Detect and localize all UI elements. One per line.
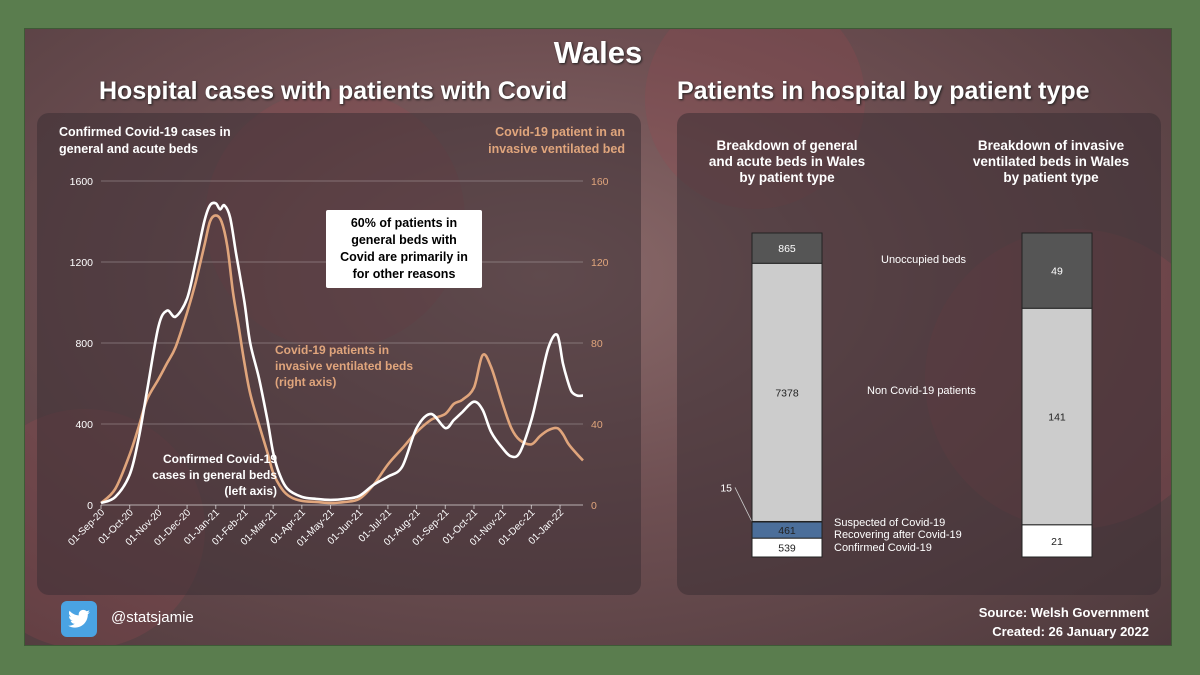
bar-data-label: 141 <box>1048 411 1066 423</box>
bar-segment <box>751 232 823 264</box>
bar-data-label: 21 <box>1051 536 1063 548</box>
line-chart: Confirmed Covid-19 cases in general and … <box>59 125 625 549</box>
y-right-tick-label: 40 <box>591 419 603 431</box>
bar-chart-panel: Breakdown of general and acute beds in W… <box>677 113 1161 595</box>
vent-series-label: Covid-19 patients in <box>275 343 389 357</box>
bar-data-label: 865 <box>778 243 796 255</box>
general-series-label: cases in general beds <box>152 468 277 482</box>
page-title: Wales <box>553 35 643 70</box>
legend-noncovid: Non Covid-19 patients <box>867 385 976 397</box>
bar-segment <box>1021 307 1093 526</box>
legend-unoccupied: Unoccupied beds <box>881 254 967 266</box>
y-left-tick-label: 400 <box>75 419 93 431</box>
infographic-frame: Wales Hospital cases with patients with … <box>24 28 1172 646</box>
general-series-label: Confirmed Covid-19 <box>163 452 277 466</box>
general-series-label: (left axis) <box>224 484 277 498</box>
y-left-tick-label: 1600 <box>70 176 94 188</box>
callout-text: 60% of patients in <box>351 216 457 230</box>
bar-segment <box>1021 232 1093 309</box>
right-axis-title: Covid-19 patient in an <box>495 125 625 139</box>
legend-confirmed: Confirmed Covid-19 <box>834 542 932 554</box>
callout-text: Covid are primarily in <box>340 250 468 264</box>
source-text: Source: Welsh Government <box>978 605 1149 620</box>
bar2-title: Breakdown of invasive <box>978 138 1125 153</box>
vent-series-line <box>100 214 584 505</box>
twitter-icon[interactable] <box>61 601 97 637</box>
legend-recovering: Recovering after Covid-19 <box>834 529 962 541</box>
legend-suspected: Suspected of Covid-19 <box>834 517 945 529</box>
y-right-tick-label: 80 <box>591 338 603 350</box>
bar1-title: Breakdown of general <box>716 138 857 153</box>
left-axis-title: general and acute beds <box>59 142 198 156</box>
y-right-tick-label: 0 <box>591 500 597 512</box>
right-axis-title: invasive ventilated bed <box>488 142 625 156</box>
bar1-title: and acute beds in Wales <box>709 154 865 169</box>
bar1-title: by patient type <box>739 170 835 185</box>
bar2-title: by patient type <box>1003 170 1099 185</box>
leader-line <box>734 487 753 522</box>
bar-data-label: 461 <box>778 525 796 537</box>
line-chart-panel: Confirmed Covid-19 cases in general and … <box>37 113 641 595</box>
y-left-tick-label: 800 <box>75 338 93 350</box>
right-section-title: Patients in hospital by patient type <box>677 77 1090 105</box>
y-right-tick-label: 120 <box>591 257 609 269</box>
callout-text: for other reasons <box>353 267 456 281</box>
twitter-handle[interactable]: @statsjamie <box>111 609 194 626</box>
bar-data-label: 15 <box>720 482 732 494</box>
y-left-tick-label: 1200 <box>70 257 94 269</box>
left-section-title: Hospital cases with patients with Covid <box>99 77 568 105</box>
callout-text: general beds with <box>351 233 457 247</box>
y-left-tick-label: 0 <box>87 500 93 512</box>
bar-data-label: 49 <box>1051 266 1063 278</box>
bar-data-label: 7378 <box>775 387 799 399</box>
left-axis-title: Confirmed Covid-19 cases in <box>59 125 231 139</box>
callout-box <box>326 210 482 288</box>
vent-series-label: (right axis) <box>275 375 336 389</box>
created-date: Created: 26 January 2022 <box>992 624 1149 639</box>
vent-series-label: invasive ventilated beds <box>275 359 413 373</box>
bar2-title: ventilated beds in Wales <box>973 154 1129 169</box>
bar-data-label: 539 <box>778 543 796 555</box>
y-right-tick-label: 160 <box>591 176 609 188</box>
bar-segment <box>751 262 823 522</box>
general-series-line <box>100 201 584 505</box>
bar-chart: Breakdown of general and acute beds in W… <box>709 138 1129 558</box>
